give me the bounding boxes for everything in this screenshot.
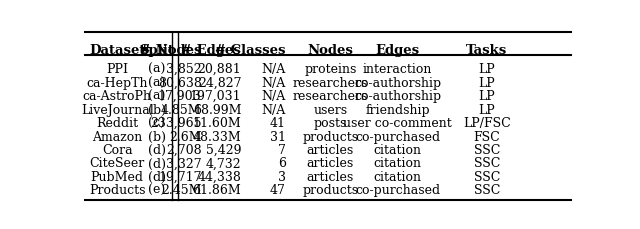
Text: Cora: Cora: [102, 143, 132, 156]
Text: friendship: friendship: [365, 103, 429, 116]
Text: interaction: interaction: [363, 63, 432, 76]
Text: 233,965: 233,965: [150, 117, 202, 130]
Text: 11.60M: 11.60M: [193, 117, 241, 130]
Text: 44,338: 44,338: [197, 170, 241, 183]
Text: 4,732: 4,732: [205, 157, 241, 170]
Text: 80,638: 80,638: [157, 76, 202, 89]
Text: 7: 7: [278, 143, 286, 156]
Text: co-authorship: co-authorship: [354, 90, 441, 103]
Text: N/A: N/A: [262, 76, 286, 89]
Text: 61.86M: 61.86M: [193, 184, 241, 196]
Text: user co-comment: user co-comment: [343, 117, 452, 130]
Text: Nodes: Nodes: [308, 43, 353, 56]
Text: (a): (a): [148, 90, 166, 103]
Text: PubMed: PubMed: [91, 170, 144, 183]
Text: 4.85M: 4.85M: [161, 103, 202, 116]
Text: N/A: N/A: [262, 90, 286, 103]
Text: Tasks: Tasks: [466, 43, 508, 56]
Text: articles: articles: [307, 143, 354, 156]
Text: FSC: FSC: [474, 130, 500, 143]
Text: 24,827: 24,827: [198, 76, 241, 89]
Text: 20,881: 20,881: [198, 63, 241, 76]
Text: citation: citation: [374, 157, 422, 170]
Text: proteins: proteins: [304, 63, 356, 76]
Text: SSC: SSC: [474, 184, 500, 196]
Text: posts: posts: [314, 117, 347, 130]
Text: (b): (b): [148, 103, 166, 116]
Text: (a): (a): [148, 76, 166, 89]
Text: 3,327: 3,327: [166, 157, 202, 170]
Text: # Nodes: # Nodes: [140, 43, 202, 56]
Text: # Classes: # Classes: [215, 43, 286, 56]
Text: citation: citation: [374, 170, 422, 183]
Text: LP: LP: [478, 63, 495, 76]
Text: researchers: researchers: [292, 76, 368, 89]
Text: ca-HepTh: ca-HepTh: [86, 76, 148, 89]
Text: products: products: [303, 184, 358, 196]
Text: 197,031: 197,031: [189, 90, 241, 103]
Text: Reddit: Reddit: [96, 117, 138, 130]
Text: co-purchased: co-purchased: [355, 184, 440, 196]
Text: # Edges: # Edges: [182, 43, 241, 56]
Text: co-authorship: co-authorship: [354, 76, 441, 89]
Text: Products: Products: [89, 184, 145, 196]
Text: SSC: SSC: [474, 157, 500, 170]
Text: users: users: [314, 103, 348, 116]
Text: articles: articles: [307, 157, 354, 170]
Text: (b): (b): [148, 130, 166, 143]
Text: 17,903: 17,903: [158, 90, 202, 103]
Text: ca-AstroPh: ca-AstroPh: [83, 90, 152, 103]
Text: Dataset: Dataset: [89, 43, 145, 56]
Text: co-purchased: co-purchased: [355, 130, 440, 143]
Text: CiteSeer: CiteSeer: [90, 157, 145, 170]
Text: (e): (e): [148, 184, 166, 196]
Text: 5,429: 5,429: [205, 143, 241, 156]
Text: citation: citation: [374, 143, 422, 156]
Text: (d): (d): [148, 143, 166, 156]
Text: 3: 3: [278, 170, 286, 183]
Text: 2.45M: 2.45M: [161, 184, 202, 196]
Text: (c): (c): [148, 117, 165, 130]
Text: N/A: N/A: [262, 63, 286, 76]
Text: 47: 47: [270, 184, 286, 196]
Text: LP/FSC: LP/FSC: [463, 117, 511, 130]
Text: 48.33M: 48.33M: [193, 130, 241, 143]
Text: 41: 41: [270, 117, 286, 130]
Text: LiveJournal: LiveJournal: [81, 103, 154, 116]
Text: 2.6M: 2.6M: [169, 130, 202, 143]
Text: 68.99M: 68.99M: [193, 103, 241, 116]
Text: Edges: Edges: [376, 43, 419, 56]
Text: 6: 6: [278, 157, 286, 170]
Text: (d): (d): [148, 157, 166, 170]
Text: 31: 31: [270, 130, 286, 143]
Text: SSC: SSC: [474, 170, 500, 183]
Text: N/A: N/A: [262, 103, 286, 116]
Text: Split: Split: [140, 43, 174, 56]
Text: Amazon: Amazon: [92, 130, 142, 143]
Text: SSC: SSC: [474, 143, 500, 156]
Text: 19,717: 19,717: [158, 170, 202, 183]
Text: PPI: PPI: [106, 63, 128, 76]
Text: (d): (d): [148, 170, 166, 183]
Text: products: products: [303, 130, 358, 143]
Text: (a): (a): [148, 63, 166, 76]
Text: LP: LP: [478, 90, 495, 103]
Text: 2,708: 2,708: [166, 143, 202, 156]
Text: articles: articles: [307, 170, 354, 183]
Text: researchers: researchers: [292, 90, 368, 103]
Text: LP: LP: [478, 76, 495, 89]
Text: LP: LP: [478, 103, 495, 116]
Text: 3,852: 3,852: [166, 63, 202, 76]
